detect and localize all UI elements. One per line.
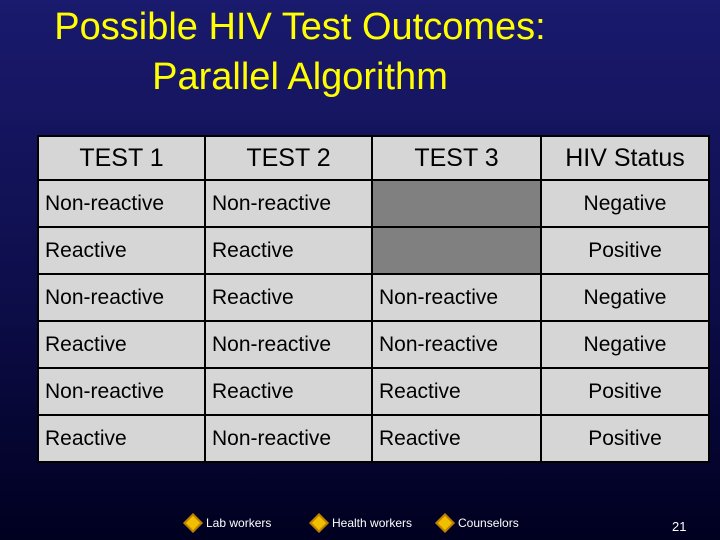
table-cell: Positive [540, 414, 710, 463]
table-row: Reactive Non-reactive Non-reactive Negative [37, 320, 710, 369]
table-cell: Reactive [37, 320, 206, 369]
table-cell: Non-reactive [37, 273, 206, 322]
table-cell: Positive [540, 226, 710, 275]
legend-item: Health workers [309, 513, 413, 533]
legend-icon [183, 513, 203, 533]
header-cell: HIV Status [540, 135, 710, 181]
table-cell: Reactive [371, 367, 542, 416]
table-cell: Reactive [204, 273, 373, 322]
table-cell: Non-reactive [371, 273, 542, 322]
page-number: 21 [672, 519, 687, 534]
legend-icon [435, 513, 455, 533]
legend-item: Counselors [435, 513, 519, 533]
header-row: TEST 1 TEST 2 TEST 3 HIV Status [37, 135, 710, 181]
table-row: Reactive Non-reactive Reactive Positive [37, 414, 710, 463]
legend-item: Lab workers [183, 513, 272, 533]
table-cell [371, 226, 542, 275]
table-cell [371, 179, 542, 228]
table-cell: Negative [540, 273, 710, 322]
table-cell: Negative [540, 320, 710, 369]
legend-label: Lab workers [206, 516, 272, 530]
header-cell: TEST 2 [204, 135, 373, 181]
legend-label: Health workers [332, 516, 413, 530]
table-cell: Reactive [37, 414, 206, 463]
table-row: Non-reactive Reactive Reactive Positive [37, 367, 710, 416]
outcome-table: TEST 1 TEST 2 TEST 3 HIV Status Non-reactiv… [37, 135, 710, 463]
table-cell: Non-reactive [37, 367, 206, 416]
table-cell: Reactive [37, 226, 206, 275]
table-cell: Reactive [371, 414, 542, 463]
table-cell: Non-reactive [204, 414, 373, 463]
legend-icon [309, 513, 329, 533]
table-cell: Non-reactive [37, 179, 206, 228]
table-cell: Non-reactive [204, 179, 373, 228]
table-cell: Negative [540, 179, 710, 228]
table-cell: Positive [540, 367, 710, 416]
table-row: Non-reactive Reactive Non-reactive Negative [37, 273, 710, 322]
table-body: Non-reactive Non-reactive Negative Reactive… [37, 179, 710, 463]
slide-title: Possible HIV Test Outcomes: Parallel Alg… [54, 6, 546, 98]
table-cell: Non-reactive [371, 320, 542, 369]
table-cell: Reactive [204, 367, 373, 416]
table-row: Reactive Reactive Positive [37, 226, 710, 275]
table-cell: Non-reactive [204, 320, 373, 369]
table-cell: Reactive [204, 226, 373, 275]
header-cell: TEST 1 [37, 135, 206, 181]
header-cell: TEST 3 [371, 135, 542, 181]
legend-label: Counselors [458, 516, 519, 530]
table-row: Non-reactive Non-reactive Negative [37, 179, 710, 228]
